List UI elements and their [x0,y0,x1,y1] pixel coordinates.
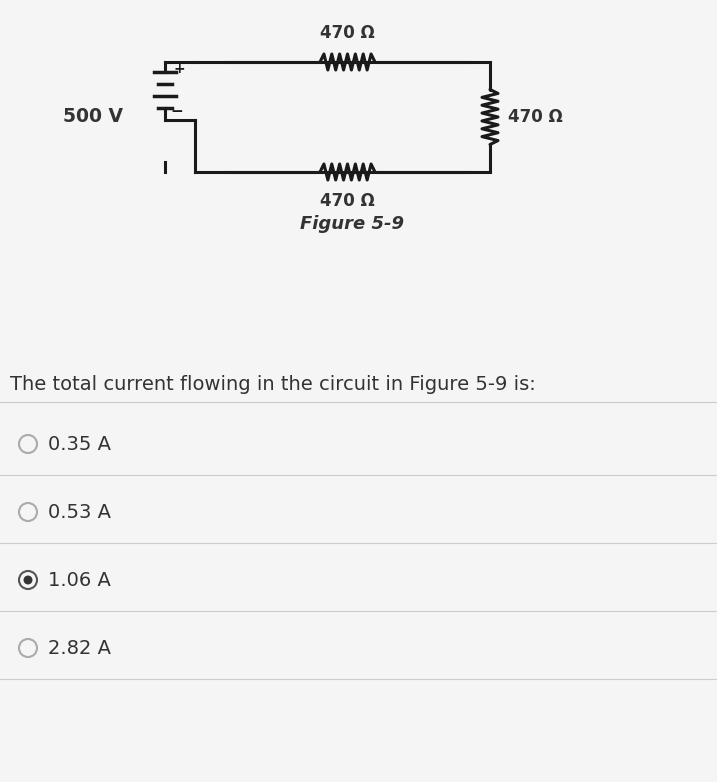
Text: The total current flowing in the circuit in Figure 5-9 is:: The total current flowing in the circuit… [10,375,536,394]
Text: +: + [174,62,185,76]
Text: 0.35 A: 0.35 A [48,435,111,454]
Text: 470 Ω: 470 Ω [320,192,375,210]
Text: 2.82 A: 2.82 A [48,638,111,658]
Text: 470 Ω: 470 Ω [320,24,375,42]
Text: Figure 5-9: Figure 5-9 [300,215,404,233]
Text: 500 V: 500 V [63,107,123,127]
Text: −: − [171,103,184,119]
Text: 470 Ω: 470 Ω [508,108,563,126]
FancyBboxPatch shape [0,342,717,782]
Text: 0.53 A: 0.53 A [48,503,111,522]
Circle shape [24,576,32,584]
Text: 1.06 A: 1.06 A [48,571,111,590]
